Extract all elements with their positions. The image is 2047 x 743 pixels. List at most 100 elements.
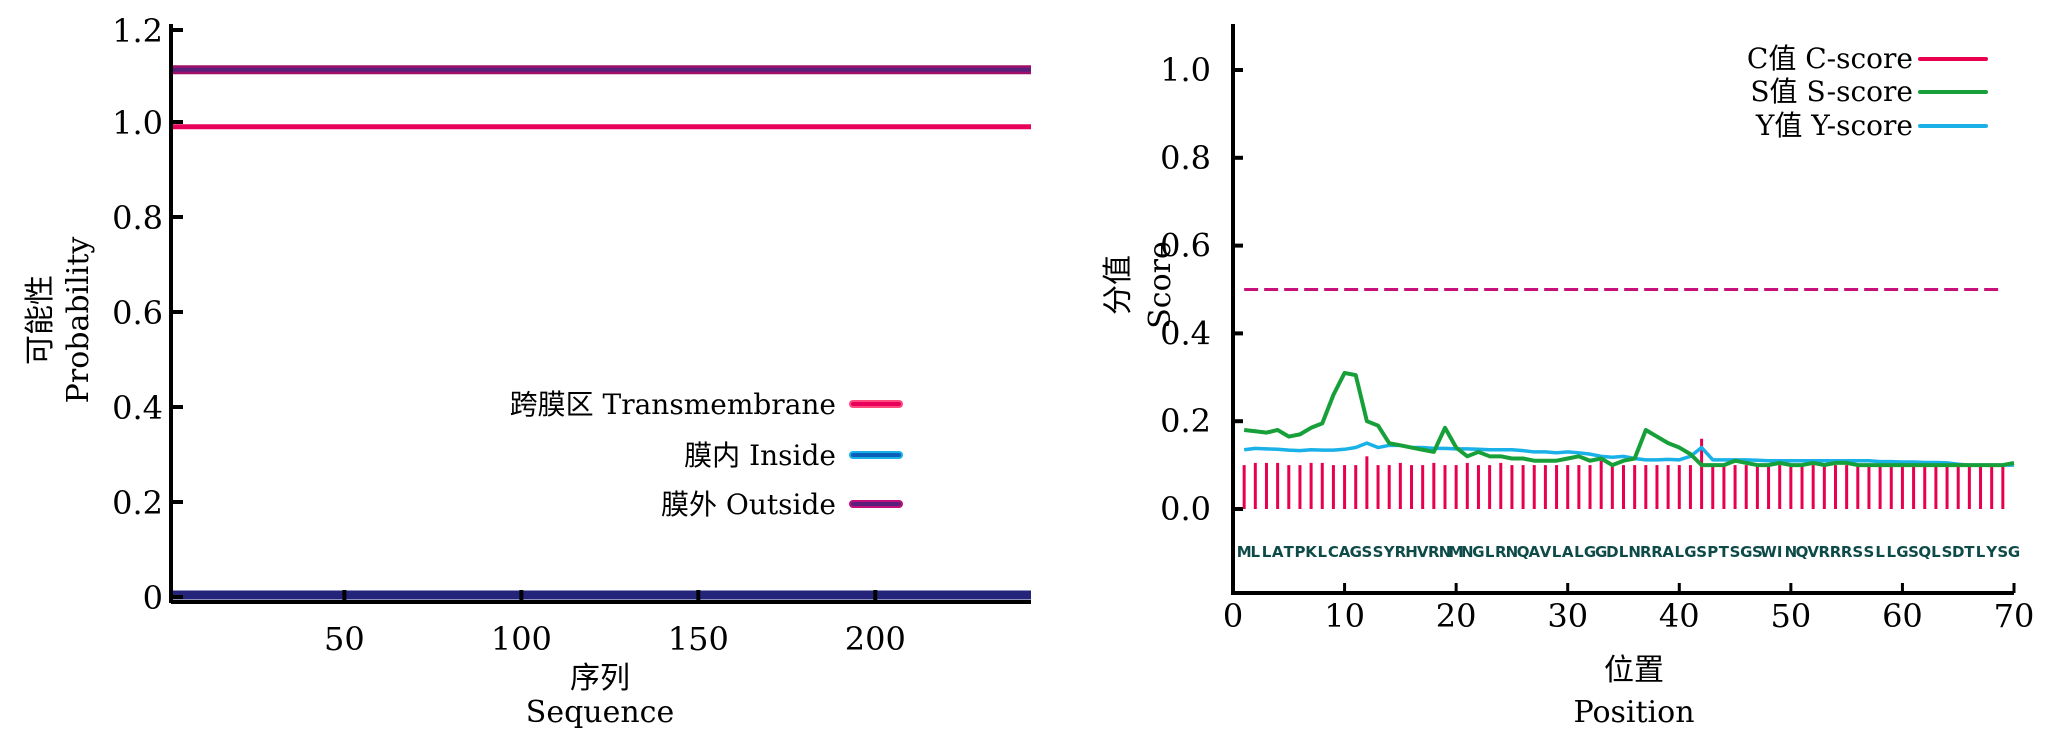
sequence-residue: V — [1417, 543, 1429, 561]
x-tick-label: 200 — [845, 620, 906, 658]
x-tick-label: 100 — [491, 620, 552, 658]
y-axis-label-cn: 分值 — [1101, 255, 1136, 315]
y-tick-label: 0.8 — [112, 199, 163, 237]
legend-label: C值 C-score — [1747, 42, 1913, 75]
sequence-residue: A — [1339, 543, 1351, 561]
y-tick-label: 1.2 — [112, 12, 163, 50]
sequence-residue: N — [1439, 543, 1452, 561]
x-tick-label: 50 — [1770, 597, 1811, 635]
y-tick-label: 0.6 — [1160, 227, 1211, 265]
sequence-residue: R — [1830, 543, 1842, 561]
sequence-residue: S — [1908, 543, 1919, 561]
legend-label: S值 S-score — [1750, 75, 1913, 108]
sequence-residue: P — [1707, 543, 1718, 561]
sequence-residue: L — [1619, 543, 1629, 561]
sequence-residue: A — [1662, 543, 1674, 561]
x-tick-label: 10 — [1324, 597, 1365, 635]
sequence-residue: L — [1262, 543, 1272, 561]
y-tick-label: 0.4 — [1160, 314, 1211, 352]
y-tick-label: 1.0 — [1160, 51, 1211, 89]
x-axis-label-cn: 位置 — [1604, 653, 1664, 688]
x-tick-label: 20 — [1436, 597, 1477, 635]
sequence-residue: Q — [1517, 543, 1530, 561]
sequence-residue: M — [1449, 543, 1464, 561]
sequence-residue: K — [1305, 543, 1318, 561]
sequence-residue: L — [1931, 543, 1941, 561]
sequence-residue: L — [1552, 543, 1562, 561]
y-tick-label: 0 — [143, 579, 163, 617]
y-tick-label: 0.6 — [112, 294, 163, 332]
sequence-residue: V — [1807, 543, 1819, 561]
x-tick-label: 0 — [1223, 597, 1243, 635]
sequence-residue: L — [1675, 543, 1685, 561]
x-axis-label: Sequence — [526, 695, 674, 730]
sequence-residue: S — [1752, 543, 1763, 561]
sequence-residue: S — [1373, 543, 1384, 561]
sequence-residue: C — [1328, 543, 1339, 561]
sequence-residue: R — [1640, 543, 1652, 561]
sequence-residue: Q — [1918, 543, 1931, 561]
sequence-residue: L — [1317, 543, 1327, 561]
sequence-residue: R — [1428, 543, 1440, 561]
s-score-line — [1243, 370, 2015, 468]
sequence-residue: G — [1684, 543, 1696, 561]
y-score-line — [1243, 441, 2014, 467]
x-tick-label: 70 — [1994, 597, 2035, 635]
sequence-residue: S — [1361, 543, 1372, 561]
sequence-residue: L — [1251, 543, 1261, 561]
sequence-residue: R — [1395, 543, 1407, 561]
sequence-residue: T — [1284, 543, 1295, 561]
x-tick-label: 60 — [1882, 597, 1923, 635]
sequence-residue: R — [1651, 543, 1663, 561]
y-tick-label: 0.0 — [1160, 490, 1211, 528]
sequence-residue: N — [1628, 543, 1641, 561]
sequence-residue: Y — [1985, 543, 1998, 561]
sequence-residue: N — [1506, 543, 1519, 561]
sequence-residue: R — [1841, 543, 1853, 561]
legend-label: 跨膜区 Transmembrane — [510, 388, 836, 421]
sequence-residue: R — [1819, 543, 1831, 561]
x-tick-label: 30 — [1547, 597, 1588, 635]
sequence-residue: L — [1574, 543, 1584, 561]
sequence-residue: V — [1540, 543, 1552, 561]
sequence-residue: S — [1730, 543, 1741, 561]
y-tick-label: 0.2 — [1160, 402, 1211, 440]
sequence-residue: Y — [1383, 543, 1396, 561]
sequence-residue: T — [1964, 543, 1975, 561]
sequence-residue: G — [1350, 543, 1362, 561]
sequence-residue: I — [1777, 543, 1783, 561]
sequence-residue: G — [1740, 543, 1752, 561]
legend-label: Y值 Y-score — [1755, 109, 1913, 142]
sequence-residue: G — [1595, 543, 1607, 561]
sequence-residue: T — [1719, 543, 1730, 561]
y-tick-label: 1.0 — [112, 104, 163, 142]
y-tick-label: 0.8 — [1160, 139, 1211, 177]
sequence-residue: R — [1495, 543, 1507, 561]
x-tick-label: 40 — [1659, 597, 1700, 635]
sequence-residue: A — [1562, 543, 1574, 561]
sequence-residue: G — [2008, 543, 2020, 561]
sequence-residue: Q — [1796, 543, 1809, 561]
x-tick-label: 150 — [668, 620, 729, 658]
sequence-residue: L — [1976, 543, 1986, 561]
left-chart-transmembrane: 0 0.2 0.4 0.6 0.8 1.0 1.2 50 100 150 200 序列Sequence… — [23, 12, 1031, 730]
y-axis-label-cn: 可能性 — [23, 275, 58, 365]
sequence-residue: L — [1485, 543, 1495, 561]
sequence-residue: D — [1952, 543, 1964, 561]
sequence-residue: S — [1864, 543, 1875, 561]
y-tick-label: 0.2 — [112, 484, 163, 522]
y-axis-label: Score — [1143, 241, 1178, 329]
sequence-residue: S — [1852, 543, 1863, 561]
sequence-residue: N — [1461, 543, 1474, 561]
sequence-residue: L — [1886, 543, 1896, 561]
sequence-residue: A — [1272, 543, 1284, 561]
y-tick-label: 0.4 — [112, 389, 163, 427]
sequence-residue: S — [1696, 543, 1707, 561]
sequence-residue: G — [1584, 543, 1596, 561]
x-tick-label: 50 — [324, 620, 365, 658]
sequence-residue: G — [1896, 543, 1908, 561]
x-axis-label: Position — [1573, 695, 1694, 730]
sequence-residue: W — [1760, 543, 1777, 561]
sequence-residue: P — [1294, 543, 1305, 561]
